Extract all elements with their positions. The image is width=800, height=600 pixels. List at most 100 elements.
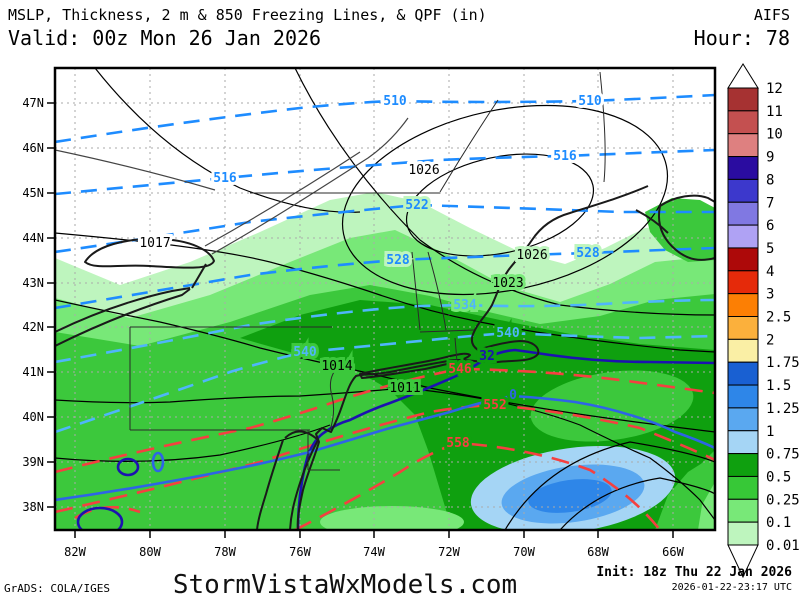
svg-text:2.5: 2.5	[766, 310, 791, 326]
coastlines	[55, 185, 715, 530]
axis-ticks	[47, 102, 674, 538]
svg-text:534: 534	[453, 298, 477, 313]
svg-text:66W: 66W	[662, 545, 684, 559]
svg-text:82W: 82W	[64, 545, 86, 559]
svg-text:516: 516	[213, 171, 237, 186]
valid-time: Valid: 00z Mon 26 Jan 2026	[8, 26, 322, 50]
svg-text:7: 7	[766, 195, 774, 211]
svg-text:522: 522	[405, 198, 428, 213]
forecast-hour: Hour: 78	[693, 26, 790, 50]
svg-text:74W: 74W	[363, 545, 385, 559]
svg-text:0.25: 0.25	[766, 492, 800, 508]
svg-text:32: 32	[479, 349, 495, 364]
svg-text:9: 9	[766, 150, 774, 166]
svg-text:5: 5	[766, 241, 774, 257]
svg-text:45N: 45N	[22, 186, 44, 200]
svg-text:1011: 1011	[389, 381, 420, 396]
generated-time: 2026-01-22-23:17 UTC	[671, 582, 792, 593]
svg-text:4: 4	[766, 264, 774, 280]
svg-text:46N: 46N	[22, 141, 44, 155]
svg-text:552: 552	[483, 398, 506, 413]
svg-text:1023: 1023	[492, 276, 523, 291]
svg-text:1011: 1011	[389, 381, 420, 396]
svg-text:1026: 1026	[516, 248, 547, 263]
svg-text:0.5: 0.5	[766, 469, 791, 485]
svg-text:32: 32	[479, 349, 495, 364]
qpf-colorbar: 12 11 10 9 8 7 6 5 4 3 2.5 2 1.75 1.5 1.25 1 0.75 0.5 0.25…	[727, 63, 800, 579]
svg-text:6: 6	[766, 218, 774, 234]
svg-text:78W: 78W	[214, 545, 236, 559]
state-borders	[129, 71, 606, 471]
svg-text:516: 516	[553, 149, 577, 164]
svg-text:10: 10	[766, 127, 783, 143]
svg-text:546: 546	[448, 362, 472, 377]
qpf-blob-1.25	[528, 479, 612, 513]
svg-text:540: 540	[496, 326, 520, 341]
grads-credit: GrADS: COLA/IGES	[4, 582, 110, 595]
svg-text:510: 510	[383, 94, 407, 109]
model-name: AIFS	[753, 6, 790, 24]
svg-text:528: 528	[386, 253, 410, 268]
svg-text:1026: 1026	[516, 248, 547, 263]
freezing-line-850	[55, 394, 715, 502]
svg-text:47N: 47N	[22, 96, 44, 110]
svg-text:1014: 1014	[321, 359, 352, 374]
svg-text:0.01: 0.01	[766, 538, 800, 554]
svg-text:80W: 80W	[139, 545, 161, 559]
svg-text:1.75: 1.75	[766, 355, 800, 371]
thickness-lines-cold	[55, 93, 715, 310]
latlon-grid	[55, 68, 715, 530]
map-frame	[53, 66, 717, 532]
svg-text:1.25: 1.25	[766, 401, 800, 417]
qpf-corner-0.1	[698, 482, 715, 530]
svg-text:70W: 70W	[513, 545, 535, 559]
svg-text:68W: 68W	[587, 545, 609, 559]
svg-text:540: 540	[293, 345, 317, 360]
init-time: Init: 18z Thu 22 Jan 2026	[596, 565, 792, 580]
svg-text:11: 11	[766, 104, 783, 120]
qpf-patch-coast-0.1	[320, 506, 464, 530]
thickness-lines-mid	[55, 298, 715, 434]
svg-text:558: 558	[446, 436, 470, 451]
svg-text:1.5: 1.5	[766, 378, 791, 394]
svg-text:546: 546	[448, 362, 472, 377]
svg-text:1026: 1026	[408, 163, 439, 178]
svg-text:1014: 1014	[321, 359, 352, 374]
svg-text:1026: 1026	[408, 163, 439, 178]
svg-text:528: 528	[576, 246, 600, 261]
svg-text:510: 510	[578, 94, 602, 109]
svg-text:1017: 1017	[139, 236, 170, 251]
svg-text:43N: 43N	[22, 276, 44, 290]
svg-text:72W: 72W	[438, 545, 460, 559]
rivers-and-borders	[55, 117, 409, 255]
svg-text:552: 552	[483, 398, 506, 413]
svg-text:528: 528	[386, 253, 410, 268]
svg-text:516: 516	[553, 149, 577, 164]
svg-text:76W: 76W	[289, 545, 311, 559]
svg-text:522: 522	[405, 198, 428, 213]
svg-text:510: 510	[578, 94, 602, 109]
svg-text:528: 528	[576, 246, 600, 261]
svg-text:1023: 1023	[492, 276, 523, 291]
svg-text:0: 0	[509, 388, 517, 403]
svg-text:558: 558	[446, 436, 470, 451]
svg-text:3: 3	[766, 287, 774, 303]
page-title: MSLP, Thickness, 2 m & 850 Freezing Line…	[8, 6, 487, 24]
svg-text:39N: 39N	[22, 455, 44, 469]
site-watermark: StormVistaWxModels.com	[172, 570, 518, 600]
svg-text:1: 1	[766, 424, 774, 440]
svg-text:40N: 40N	[22, 410, 44, 424]
svg-text:38N: 38N	[22, 500, 44, 514]
svg-text:1017: 1017	[139, 236, 170, 251]
svg-text:44N: 44N	[22, 231, 44, 245]
svg-text:510: 510	[383, 94, 407, 109]
svg-text:41N: 41N	[22, 365, 44, 379]
svg-text:0: 0	[509, 388, 517, 403]
freezing-line-2m	[76, 348, 715, 530]
svg-text:42N: 42N	[22, 320, 44, 334]
svg-text:8: 8	[766, 172, 774, 188]
svg-text:0.1: 0.1	[766, 515, 791, 531]
